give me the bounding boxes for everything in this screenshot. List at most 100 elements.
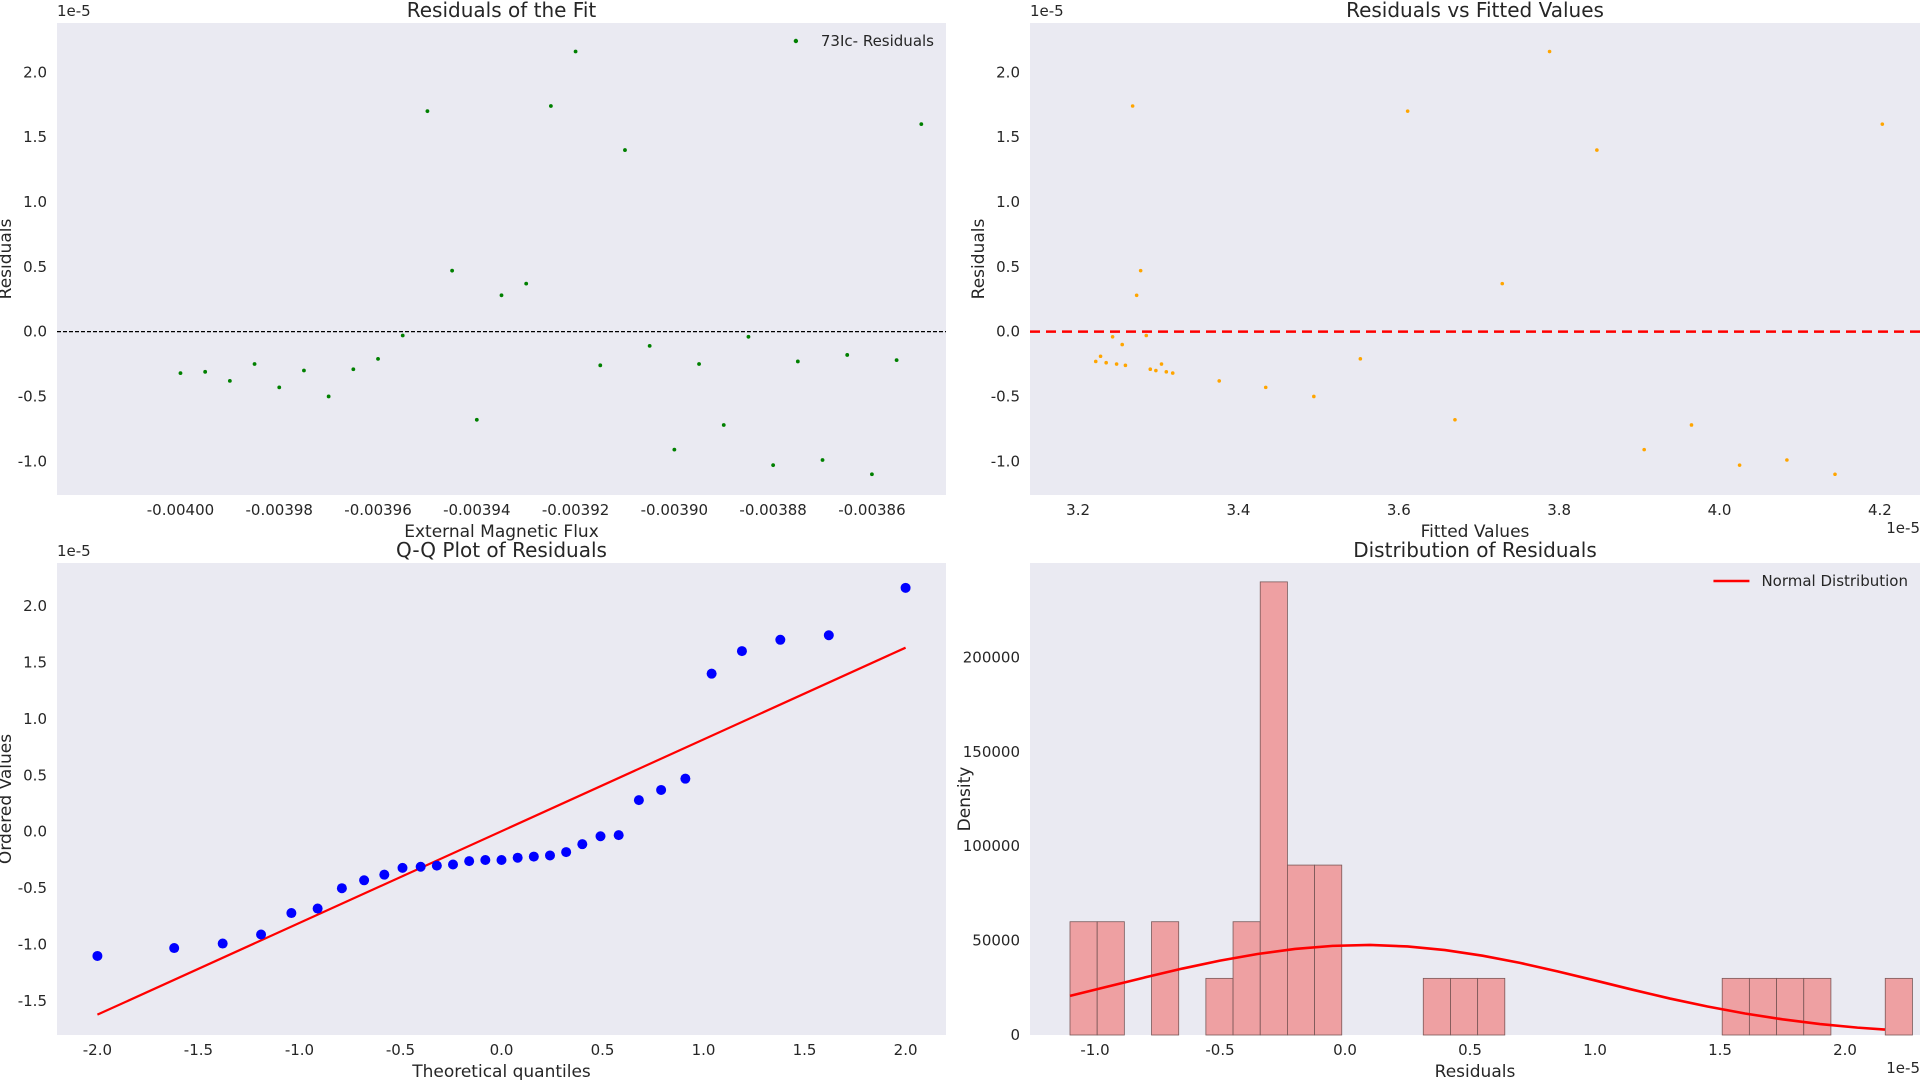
data-point	[1134, 293, 1139, 298]
data-point	[894, 358, 899, 363]
chart-panel-3: -2.0 -1.5 -1.0 -0.5 0.0 0.5 1.0 1.5 2.0 -1.5 -1.0 -…	[0, 538, 946, 1080]
data-point	[561, 847, 572, 858]
data-point	[672, 447, 677, 452]
x-axis-offset-label: 1e-5	[1886, 519, 1920, 537]
data-point	[820, 458, 825, 462]
data-point	[1164, 370, 1169, 374]
y-tick-label: -0.5	[18, 879, 47, 897]
x-tick-label: 1.5	[1708, 1041, 1732, 1059]
data-point	[1148, 367, 1153, 372]
normal-distribution-curve	[1069, 943, 1886, 1031]
y-tick-label: 150000	[963, 743, 1020, 761]
x-tick-label: 0.5	[591, 1041, 615, 1059]
y-tick-label: -1.0	[18, 452, 47, 470]
chart-panel-1: -0.00400 -0.00398 -0.00396 -0.00394 -0.00392…	[0, 0, 946, 542]
data-point	[1098, 354, 1103, 359]
histogram-bar	[1232, 921, 1261, 1036]
data-point	[1093, 359, 1098, 364]
y-axis-label: Density	[955, 767, 975, 832]
data-point	[178, 371, 183, 376]
plot-area	[57, 563, 946, 1035]
data-point	[623, 148, 627, 152]
data-point	[548, 104, 553, 108]
x-tick-label: -1.5	[184, 1041, 213, 1059]
data-point	[92, 950, 103, 961]
qq-fit-line	[96, 646, 907, 1016]
histogram-bar	[1151, 921, 1180, 1036]
data-point	[376, 356, 380, 361]
x-tick-label: -0.00392	[542, 501, 609, 519]
data-point	[577, 839, 588, 850]
y-tick-label: 2.0	[23, 63, 47, 81]
x-axis-label: Residuals	[1435, 1062, 1516, 1080]
y-tick-label: 1.0	[23, 710, 47, 728]
data-point	[450, 268, 455, 273]
data-point	[1595, 148, 1599, 152]
data-point	[217, 938, 228, 949]
chart-title: Residuals of the Fit	[407, 0, 597, 22]
data-point	[900, 582, 911, 593]
data-point	[795, 359, 800, 364]
data-point	[1144, 333, 1149, 338]
data-point	[1405, 109, 1410, 113]
histogram-bar	[1205, 977, 1234, 1036]
histogram-bar	[1422, 977, 1451, 1036]
legend-point-marker	[793, 38, 799, 44]
data-point	[870, 472, 874, 477]
data-point	[680, 773, 691, 784]
data-point	[919, 122, 924, 127]
data-point	[1170, 371, 1175, 375]
data-point	[431, 860, 442, 871]
legend-label: Normal Distribution	[1761, 572, 1908, 590]
y-tick-label: 2.0	[996, 63, 1020, 81]
data-point	[1114, 362, 1119, 366]
data-point	[496, 854, 507, 865]
data-point	[351, 367, 356, 372]
y-axis-label: Residuals	[969, 219, 989, 300]
x-tick-label: -1.0	[285, 1041, 314, 1059]
data-point	[227, 378, 232, 383]
data-point	[425, 109, 430, 114]
data-point	[397, 862, 408, 873]
y-tick-label: 0.5	[23, 258, 47, 276]
data-point	[845, 353, 850, 357]
data-point	[736, 646, 747, 657]
data-point	[1642, 447, 1646, 452]
data-point	[169, 943, 180, 954]
data-point	[359, 875, 370, 886]
data-point	[336, 883, 347, 894]
x-tick-label: 0.5	[1458, 1041, 1482, 1059]
data-point	[286, 908, 297, 919]
chart-title: Residuals vs Fitted Values	[1346, 0, 1604, 22]
y-tick-label: -1.5	[18, 992, 47, 1010]
histogram-bar	[1776, 977, 1805, 1036]
chart-title: Distribution of Residuals	[1353, 538, 1597, 562]
data-point	[775, 634, 786, 645]
histogram-bar	[1721, 977, 1750, 1036]
data-point	[252, 362, 257, 366]
x-tick-label: -2.0	[83, 1041, 112, 1059]
data-point	[1453, 417, 1457, 422]
legend: Normal Distribution	[1713, 572, 1908, 590]
y-tick-label: 0.5	[996, 258, 1020, 276]
x-tick-label: 2.0	[894, 1041, 918, 1059]
data-point	[706, 668, 717, 679]
y-tick-label: 0.5	[23, 766, 47, 784]
data-point	[1358, 357, 1363, 361]
x-tick-label: 1.0	[692, 1041, 716, 1059]
histogram-bar	[1748, 977, 1777, 1036]
data-point	[1154, 368, 1158, 373]
data-point	[1312, 394, 1316, 399]
plot-area	[1030, 23, 1920, 495]
y-axis-offset-label: 1e-5	[57, 542, 91, 560]
data-point	[1104, 360, 1108, 365]
y-tick-label: -0.5	[18, 387, 47, 405]
data-point	[1123, 363, 1128, 368]
data-point	[464, 856, 475, 867]
data-point	[647, 343, 652, 348]
histogram-bar	[1096, 921, 1125, 1036]
data-point	[573, 49, 578, 54]
histogram-bar	[1450, 977, 1479, 1036]
data-point	[721, 423, 726, 427]
